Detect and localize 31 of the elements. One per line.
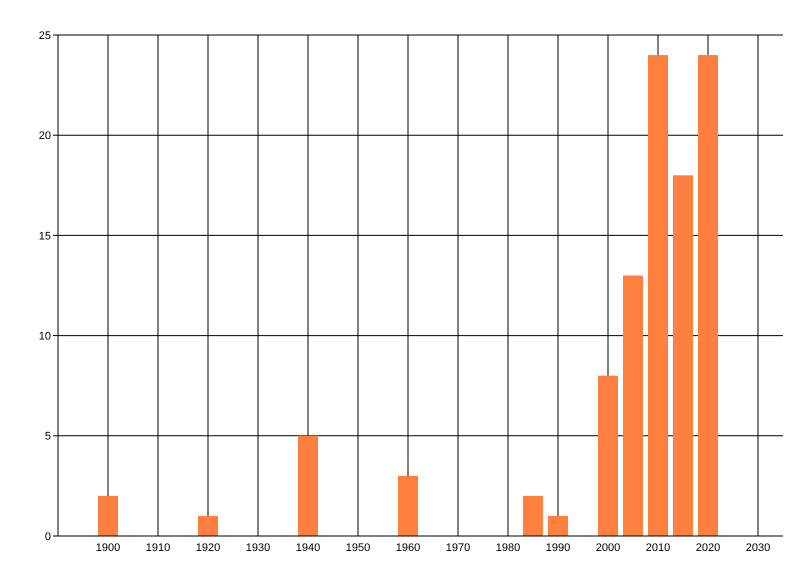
bar bbox=[198, 516, 218, 536]
bar bbox=[648, 55, 668, 536]
bar bbox=[298, 436, 318, 536]
y-tick-label: 0 bbox=[44, 530, 51, 543]
bar bbox=[623, 275, 643, 536]
x-tick-label: 2000 bbox=[596, 542, 620, 554]
y-tick-label: 15 bbox=[38, 230, 51, 242]
y-tick-label: 5 bbox=[44, 430, 51, 443]
x-tick-label: 1910 bbox=[146, 542, 170, 554]
x-tick-label: 1970 bbox=[446, 542, 470, 554]
y-tick-label: 25 bbox=[38, 30, 51, 42]
x-tick-label: 1950 bbox=[346, 542, 370, 554]
x-tick-label: 1960 bbox=[396, 542, 420, 554]
bar bbox=[398, 476, 418, 536]
bar bbox=[98, 496, 118, 536]
x-tick-label: 2010 bbox=[646, 542, 670, 554]
x-tick-label: 1940 bbox=[296, 542, 320, 554]
x-tick-label: 1900 bbox=[96, 542, 120, 554]
x-tick-label: 1980 bbox=[496, 542, 520, 554]
x-tick-label: 2020 bbox=[696, 542, 720, 554]
x-tick-label: 1930 bbox=[246, 542, 270, 554]
x-tick-label: 2030 bbox=[746, 542, 770, 554]
bar bbox=[598, 376, 618, 536]
x-tick-label: 1990 bbox=[546, 542, 570, 554]
bar bbox=[673, 175, 693, 536]
bar bbox=[548, 516, 568, 536]
y-tick-label: 20 bbox=[38, 130, 51, 142]
x-tick-label: 1920 bbox=[196, 542, 220, 554]
bar bbox=[698, 55, 718, 536]
bar bbox=[523, 496, 543, 536]
y-tick-label: 10 bbox=[38, 330, 51, 342]
